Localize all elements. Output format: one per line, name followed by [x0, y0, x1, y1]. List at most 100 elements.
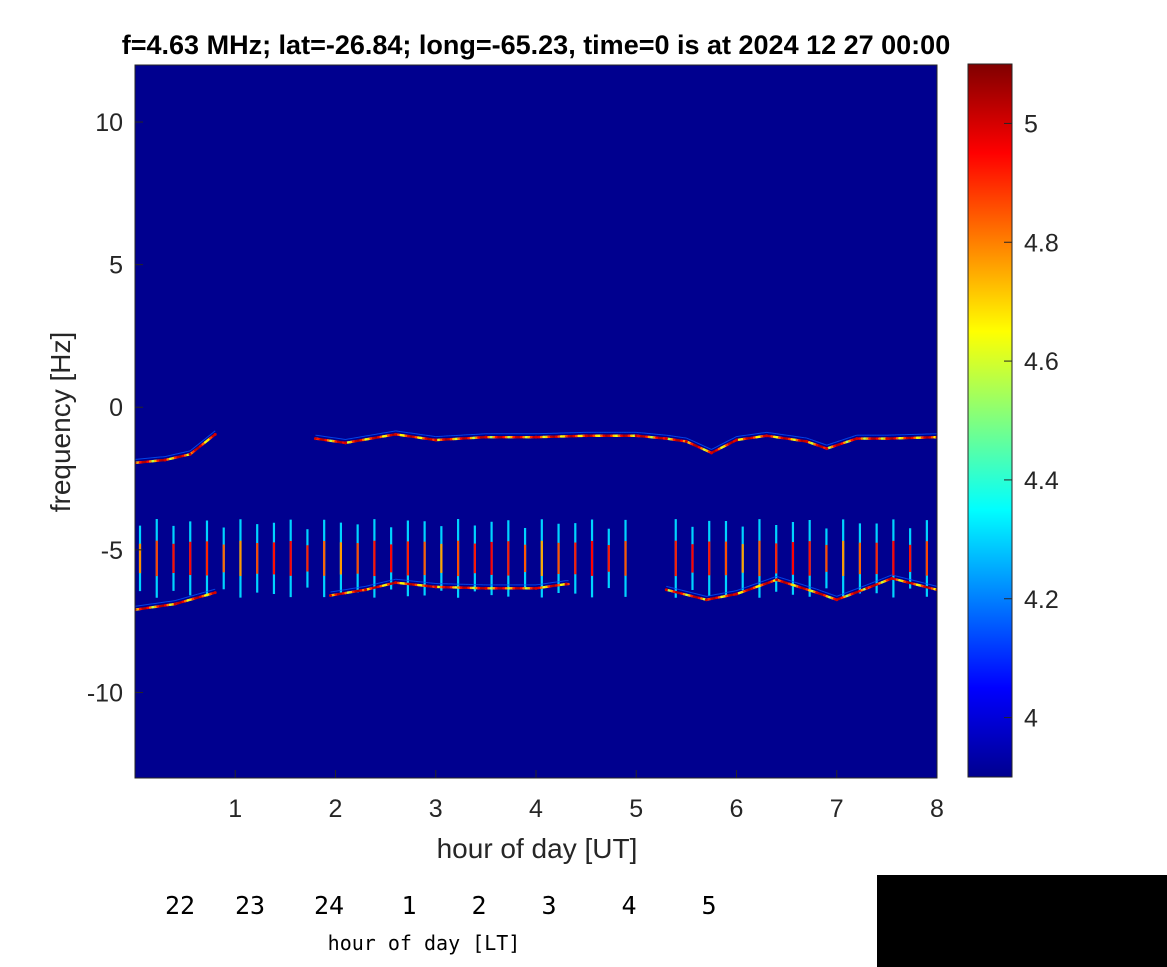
lower-trace-halo — [671, 587, 674, 589]
lower-trace-halo — [388, 579, 391, 582]
lower-trace-halo — [768, 577, 772, 580]
lower-trace-point — [664, 588, 668, 592]
lower-trace-halo — [846, 591, 850, 593]
lower-trace-halo — [804, 584, 807, 587]
upper-trace-point — [709, 451, 713, 455]
lower-trace-halo — [683, 590, 687, 592]
lower-trace-halo — [187, 595, 191, 598]
upper-trace-halo — [693, 441, 697, 444]
upper-trace-halo — [202, 438, 206, 442]
lt-tick-label: 3 — [541, 891, 556, 920]
x-tick-label: 5 — [629, 795, 643, 823]
upper-trace-point — [313, 437, 317, 441]
upper-trace-point — [434, 438, 438, 442]
lower-trace-halo — [375, 582, 379, 585]
lower-trace-halo — [771, 576, 775, 579]
lower-trace-point — [484, 586, 488, 590]
lower-trace-halo — [929, 583, 933, 586]
x-tick-label: 6 — [730, 795, 744, 823]
lower-trace-halo — [192, 594, 196, 597]
lower-trace-point — [434, 585, 438, 589]
y-tick-label: 10 — [95, 109, 123, 137]
lower-trace-halo — [184, 596, 188, 599]
upper-trace-point — [213, 432, 217, 436]
x-tick-label: 2 — [329, 795, 343, 823]
lower-trace-halo — [200, 592, 203, 594]
upper-trace-halo — [733, 436, 737, 439]
lower-trace-halo — [693, 592, 697, 595]
lower-trace-halo — [919, 581, 923, 584]
lower-trace-halo — [861, 585, 865, 588]
colorbar-tick-label: 4.2 — [1024, 586, 1059, 614]
colorbar-tick-label: 4.4 — [1024, 467, 1059, 495]
lower-trace-halo — [793, 581, 797, 584]
upper-trace-point — [855, 437, 859, 441]
lower-trace-point — [815, 591, 819, 595]
lower-trace-halo — [666, 585, 669, 588]
lower-trace-halo — [748, 584, 752, 587]
upper-trace-halo — [718, 443, 722, 447]
lower-trace-point — [534, 586, 538, 590]
lower-trace-halo — [751, 583, 755, 586]
upper-trace-halo — [169, 454, 173, 456]
plot-background — [135, 65, 937, 778]
upper-trace-halo — [182, 451, 186, 454]
upper-trace-halo — [209, 432, 214, 436]
lower-trace-halo — [681, 589, 684, 592]
upper-trace-halo — [708, 447, 712, 450]
upper-trace-halo — [207, 434, 211, 438]
lower-trace-halo — [788, 579, 792, 582]
upper-trace-halo — [167, 454, 171, 457]
lower-trace-halo — [781, 577, 785, 580]
upper-trace-halo — [854, 434, 857, 437]
colorbar — [967, 63, 1013, 778]
lower-trace-halo — [190, 595, 193, 597]
lower-trace-halo — [889, 574, 893, 577]
upper-trace-halo — [164, 455, 168, 458]
lower-trace-halo — [886, 575, 890, 578]
upper-trace-halo — [826, 443, 830, 446]
upper-trace-halo — [834, 441, 837, 444]
lower-trace-halo — [741, 587, 745, 590]
lower-trace-halo — [796, 582, 800, 585]
lower-trace-halo — [826, 592, 830, 595]
lower-trace-halo — [906, 578, 910, 580]
lower-trace-halo — [773, 575, 777, 578]
lower-trace-halo — [896, 575, 900, 578]
upper-trace-halo — [811, 439, 815, 442]
lower-trace-halo — [756, 582, 760, 584]
upper-trace-point — [344, 441, 348, 445]
lower-trace-point — [213, 591, 217, 595]
lt-tick-label: 23 — [235, 891, 265, 920]
lower-trace-halo — [688, 591, 692, 594]
upper-trace-halo — [180, 452, 183, 454]
upper-trace-halo — [821, 442, 825, 445]
y-axis-ticks: -10 -5 0 5 10 — [87, 109, 143, 707]
lower-trace-point — [364, 588, 368, 592]
lower-trace-halo — [874, 580, 878, 583]
upper-trace-halo — [199, 440, 203, 444]
lower-trace-halo — [799, 583, 802, 585]
lower-trace-halo — [197, 592, 201, 595]
lower-trace-halo — [703, 595, 707, 597]
upper-trace-halo — [824, 443, 827, 446]
lower-trace-halo — [776, 575, 780, 578]
lower-trace-halo — [914, 580, 918, 582]
y-tick-label: 0 — [109, 394, 123, 422]
lower-trace-halo — [839, 593, 842, 596]
upper-trace-halo — [177, 452, 181, 455]
upper-trace-halo — [174, 453, 178, 455]
lower-trace-halo — [894, 575, 898, 577]
lower-trace-halo — [801, 583, 805, 586]
upper-trace-halo — [723, 441, 727, 444]
lower-trace-halo — [899, 576, 903, 578]
y-tick-label: 5 — [109, 252, 123, 280]
lower-trace-point — [564, 582, 568, 586]
x-axis-label: hour of day [UT] — [437, 833, 638, 864]
lower-trace-halo — [884, 576, 888, 579]
lower-trace-halo — [859, 586, 862, 589]
lower-trace-halo — [696, 593, 700, 595]
colorbar-tick-label: 5 — [1024, 110, 1038, 138]
upper-trace-halo — [212, 430, 216, 434]
lower-trace-halo — [370, 584, 374, 586]
